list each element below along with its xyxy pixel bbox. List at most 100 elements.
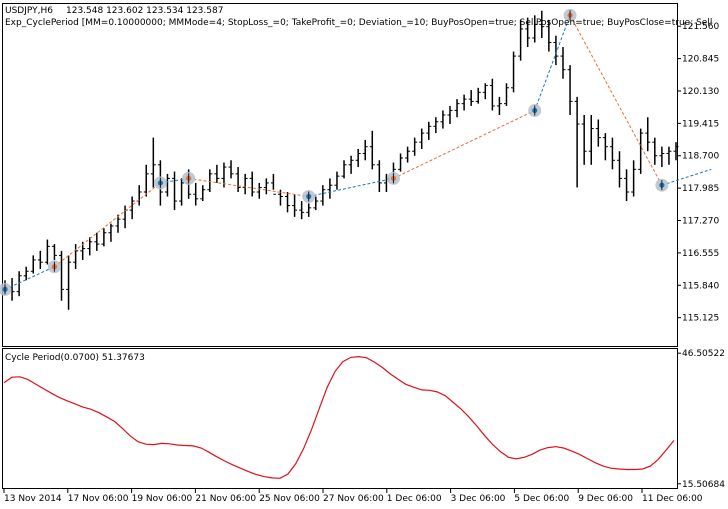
ohlc-bar [164, 173, 170, 197]
price-axis: 121.560 120.845 120.130 119.415 118.700 117.9… [677, 22, 719, 324]
indicator-tick-label: 15.50684 [682, 480, 725, 490]
time-axis: 13 Nov 2014 17 Nov 06:00 19 Nov 06:00 21 No… [3, 489, 703, 504]
ohlc-bar [108, 223, 114, 242]
buy-trade-marker [655, 178, 669, 192]
ohlc-bar [461, 94, 467, 111]
ohlc-bar [242, 173, 248, 195]
ohlc-bar [341, 160, 347, 179]
ohlc-bar [376, 160, 382, 192]
ohlc-bar [73, 244, 79, 269]
expert-label: Exp_CyclePeriod [MM=0.10000000; MMMode=4… [5, 18, 712, 28]
ohlc-bar [59, 250, 65, 301]
price-tick-label: 120.130 [682, 87, 719, 97]
ohlc-bar [447, 105, 453, 125]
ohlc-bar [609, 137, 615, 170]
ohlc-bar [574, 96, 580, 188]
ohlc-bar [638, 128, 644, 174]
sell-trade-marker [386, 171, 400, 185]
signal-segment [188, 177, 309, 198]
price-tick-label: 115.125 [682, 314, 719, 324]
ohlc-bar [511, 51, 517, 93]
ohlc-bar [292, 194, 298, 217]
signal-segment [534, 15, 571, 111]
ohlc-bar [440, 110, 446, 129]
price-tick-label: 118.700 [682, 152, 719, 162]
ohlc-bar [150, 137, 156, 188]
ohlc-bar [468, 90, 474, 106]
ohlc-bar [313, 196, 319, 211]
price-tick-label: 117.985 [682, 184, 719, 194]
ohlc-bar [405, 146, 411, 163]
ohlc-bar [482, 83, 488, 100]
ohlc-bar [518, 19, 524, 61]
ohlc-bar [673, 142, 679, 161]
ohlc-bar [489, 78, 495, 111]
ohlc-bar [588, 114, 594, 165]
time-tick-label: 17 Nov 06:00 [68, 494, 129, 504]
ohlc-bar [525, 17, 531, 48]
indicator-label: Cycle Period(0.0700) 51.37673 [5, 353, 145, 363]
ohlc-bar [553, 35, 559, 66]
sell-trade-marker [47, 260, 61, 274]
ohlc-bar [37, 250, 43, 269]
ohlc-bar [362, 139, 368, 161]
ohlc-bar [214, 164, 220, 183]
symbol-label: USDJPY,H6 [5, 6, 53, 16]
ohlc-bar [235, 167, 241, 192]
ohlc-bar [249, 171, 255, 197]
ohlc-bar [645, 117, 651, 152]
ohlc-bar [87, 237, 93, 256]
price-tick-label: 120.845 [682, 55, 719, 65]
ohlc-bar [51, 244, 57, 260]
ohlc-bar [320, 185, 326, 206]
indicator-axis: 46.50522 15.50684 [677, 349, 725, 490]
time-tick-label: 25 Nov 06:00 [259, 494, 320, 504]
ohlc-bar [228, 160, 234, 179]
ohlc-bar [616, 151, 622, 188]
buy-trade-marker [153, 176, 167, 190]
ohlc-bar [426, 121, 432, 140]
cycle-period-line [3, 355, 675, 479]
time-tick-label: 11 Dec 06:00 [642, 494, 703, 504]
ohlc-readout: 123.548 123.602 123.534 123.587 [66, 6, 223, 16]
ohlc-bar [624, 169, 630, 202]
ohlc-bar [270, 173, 276, 195]
ohlc-bar [355, 148, 361, 168]
ohlc-bar [263, 178, 269, 195]
ohlc-bar [503, 83, 509, 106]
time-tick-label: 9 Dec 06:00 [578, 494, 633, 504]
ohlc-bar [602, 133, 608, 161]
ohlc-bar [193, 182, 199, 206]
ohlc-bar [419, 128, 425, 149]
ohlc-bar [369, 130, 375, 170]
ohlc-bar [30, 255, 36, 274]
ohlc-bar [306, 203, 312, 217]
buy-trade-marker [302, 190, 316, 204]
ohlc-bar [115, 214, 121, 233]
time-tick-label: 13 Nov 2014 [4, 494, 62, 504]
price-panel-frame [2, 3, 678, 347]
indicator-tick-label: 46.50522 [682, 349, 725, 359]
ohlc-bar [44, 239, 50, 265]
ohlc-bar [652, 137, 658, 165]
ohlc-bar [348, 155, 354, 174]
ohlc-bar [581, 114, 587, 165]
ohlc-bar [256, 182, 262, 199]
ohlc-bar [532, 15, 538, 43]
price-tick-label: 116.555 [682, 249, 719, 259]
ohlc-bar [412, 137, 418, 156]
ohlc-bar [285, 191, 291, 213]
ohlc-bar [66, 255, 72, 310]
price-bars [2, 10, 679, 310]
ohlc-bar [433, 117, 439, 134]
price-tick-label: 117.270 [682, 217, 719, 227]
signal-segment [661, 168, 712, 186]
price-tick-label: 121.560 [682, 22, 719, 32]
time-tick-label: 3 Dec 06:00 [451, 494, 506, 504]
ohlc-bar [16, 271, 22, 297]
time-tick-label: 5 Dec 06:00 [514, 494, 569, 504]
ohlc-bar [454, 99, 460, 118]
ohlc-bar [539, 10, 545, 38]
ohlc-bar [101, 228, 107, 247]
